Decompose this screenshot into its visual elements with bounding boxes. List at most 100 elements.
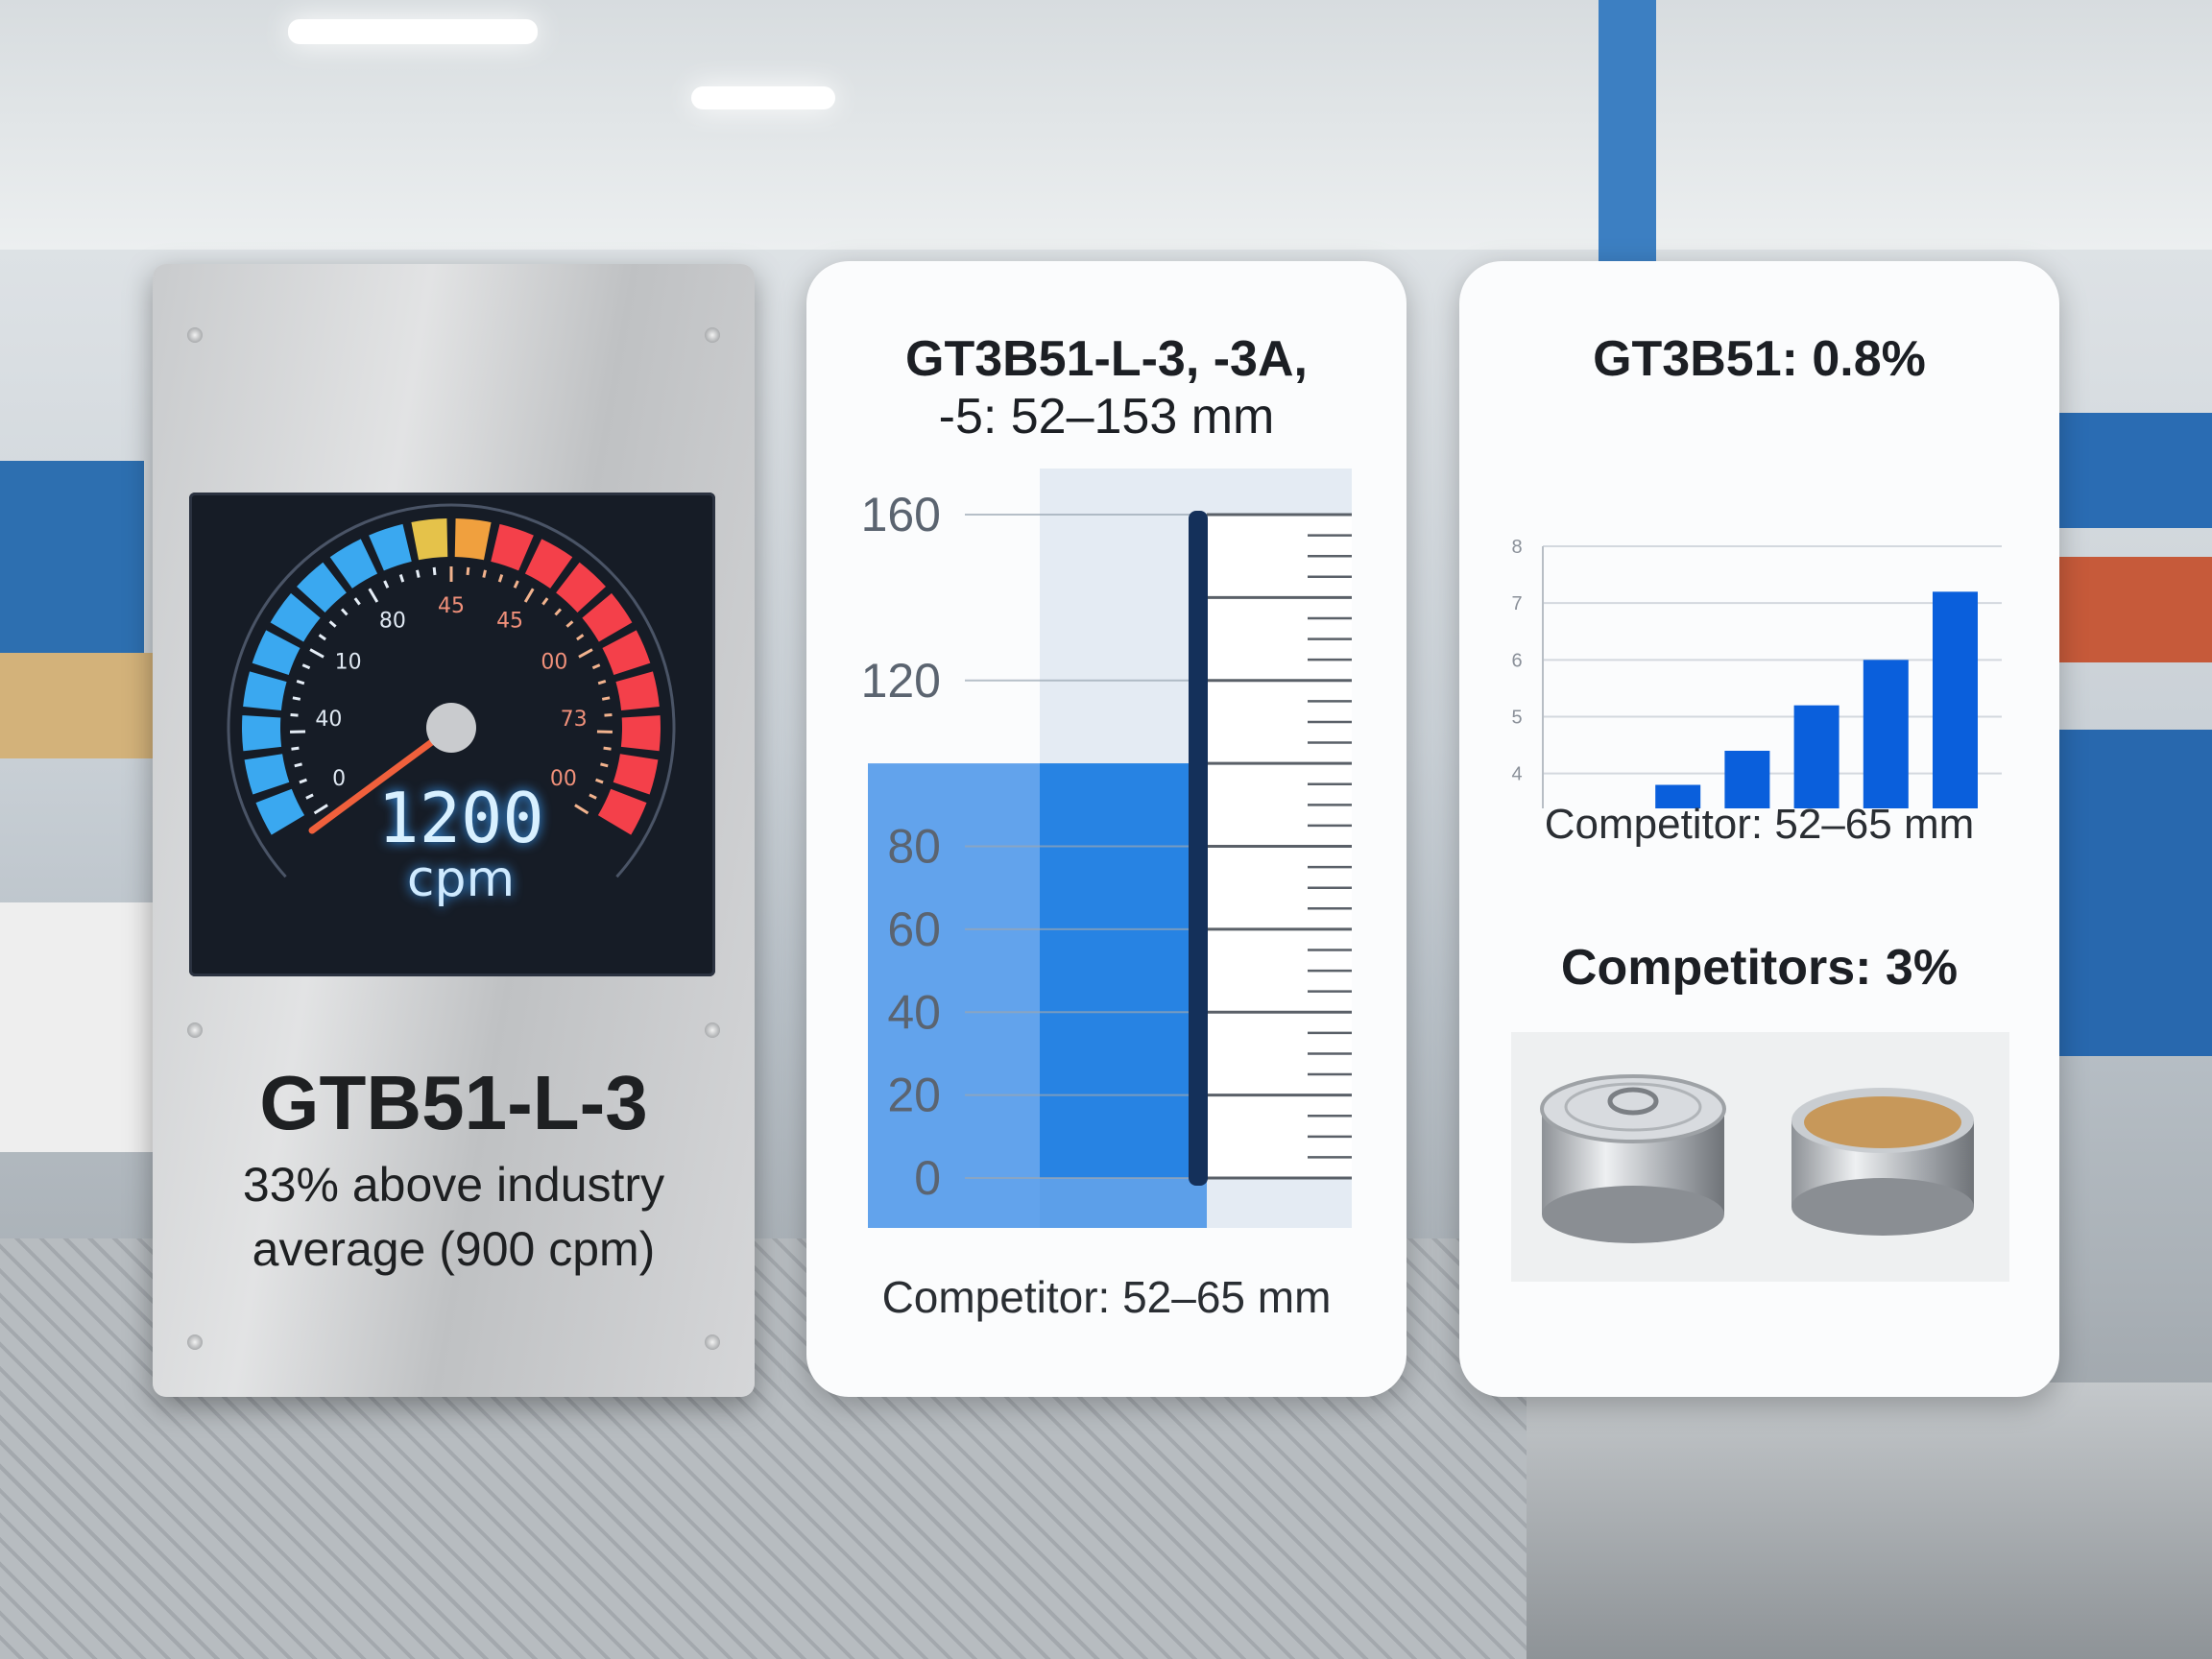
screw-icon	[187, 1334, 203, 1350]
blue-pillar	[1599, 0, 1656, 269]
screw-icon	[187, 327, 203, 343]
gauge-tick	[574, 804, 589, 815]
bar	[1655, 784, 1701, 808]
gauge-segment	[491, 523, 534, 571]
gauge-tick	[554, 608, 563, 616]
gauge-scale-label: 45	[496, 610, 523, 634]
gauge-segment	[270, 592, 321, 642]
cans-illustration	[1540, 1074, 1974, 1243]
screw-icon	[187, 1022, 203, 1038]
shelf-right-2	[2059, 730, 2212, 1056]
gauge-segment	[411, 518, 448, 561]
speed-panel: 0 40 10 80 45 45 00 73 00 1200 cpm GTB51-L-3 33%…	[153, 264, 755, 1397]
gauge-rim	[227, 503, 676, 878]
gauge-tick	[497, 574, 504, 583]
screw-icon	[705, 327, 720, 343]
gauge-tick	[301, 663, 311, 670]
speed-gauge: 0 40 10 80 45 45 00 73 00 1200 cpm	[227, 503, 676, 908]
gauge-segment	[242, 715, 282, 752]
shelf-left	[0, 461, 144, 653]
y-tick-label: 160	[861, 488, 941, 541]
gauge-scale-label: 00	[541, 650, 567, 674]
gauge-scale-label: 00	[550, 767, 577, 791]
gauge-screen: 0 40 10 80 45 45 00 73 00 1200 cpm	[189, 493, 715, 976]
gauge-scale-label: 10	[335, 650, 362, 674]
y-tick-label: 80	[887, 820, 941, 874]
gauge-segment	[582, 592, 633, 642]
gauge-scale-label: 73	[561, 708, 588, 732]
gauge-tick	[576, 634, 585, 641]
conveyor	[1527, 1382, 2212, 1659]
gauge-segment	[454, 518, 492, 561]
gauge-needle	[308, 724, 455, 834]
y-tick-label: 6	[1511, 650, 1522, 671]
gauge-tick	[513, 580, 519, 589]
bar	[1793, 705, 1839, 808]
gauge-tick	[601, 696, 611, 701]
gauge-scale-label: 80	[379, 610, 406, 634]
gauge-tick	[591, 663, 601, 670]
gauge-indicator-bar	[1189, 511, 1208, 1186]
range-card: GT3B51-L-3, -3A, -5: 52–153 mm 0 20 40 60 80…	[806, 261, 1407, 1397]
gauge-tick	[291, 746, 300, 751]
y-tick-label: 20	[887, 1069, 941, 1122]
gauge-segment	[620, 715, 661, 752]
gauge-tick	[466, 566, 470, 576]
ceiling-light	[691, 86, 835, 109]
gauge-tick	[294, 762, 302, 768]
bar	[1933, 591, 1978, 808]
bar	[1724, 751, 1770, 808]
buckets-white	[0, 902, 154, 1152]
fill-bar-core	[1040, 763, 1207, 1178]
range-title-line2: -5: 52–153 mm	[938, 389, 1275, 445]
range-title-line1: GT3B51-L-3, -3A,	[905, 331, 1308, 387]
gauge-value: 1200	[377, 778, 543, 858]
open-can-icon	[1791, 1088, 1974, 1236]
sealed-can-icon	[1540, 1074, 1726, 1243]
gauge-tick	[305, 793, 314, 800]
gauge-tick	[398, 574, 405, 583]
gauge-tick	[416, 569, 421, 578]
gauge-tick	[290, 713, 299, 717]
cans-image	[1511, 1032, 2009, 1282]
gauge-segment	[524, 539, 573, 589]
gauge-tick	[340, 608, 349, 616]
y-tick-label: 0	[914, 1151, 941, 1205]
defect-card: GT3B51: 0.8% 0245678 Competitor: 52–65 m…	[1459, 261, 2059, 1397]
gauge-tick	[600, 762, 609, 768]
buckets-left	[0, 653, 154, 758]
gauge-tick	[353, 597, 361, 606]
gauge-segment	[297, 562, 347, 613]
gauge-scale-label: 45	[438, 594, 465, 618]
defect-bar-chart: 0245678	[1511, 537, 2002, 808]
competitors-rate: Competitors: 3%	[1560, 940, 1959, 996]
crates-right	[2059, 557, 2212, 662]
gauge-scale-label: 40	[315, 708, 342, 732]
gauge-tick	[313, 804, 328, 815]
gauge-segment	[602, 630, 651, 675]
gauge-tick	[299, 778, 307, 784]
gauge-segment	[613, 754, 659, 795]
gauge-tick	[432, 566, 437, 576]
gauge-tick	[604, 713, 613, 717]
gauge-tick	[565, 620, 574, 628]
gauge-segment	[244, 754, 290, 795]
gauge-tick	[578, 648, 593, 659]
gauge-segment	[615, 671, 660, 711]
bar-chart-caption: Competitor: 52–65 mm	[1544, 801, 1975, 848]
gauge-tick	[482, 569, 487, 578]
gauge-scale-label: 0	[332, 767, 346, 791]
range-caption: Competitor: 52–65 mm	[881, 1272, 1332, 1322]
screw-icon	[705, 1022, 720, 1038]
gauge-tick	[318, 634, 326, 641]
gauge-tick	[328, 620, 337, 628]
gauge-tick	[296, 680, 305, 685]
gauge-tick	[595, 778, 604, 784]
gauge-segment	[369, 523, 412, 571]
model-name: GTB51-L-3	[259, 1060, 648, 1145]
gauge-tick	[292, 696, 301, 701]
screw-icon	[705, 1334, 720, 1350]
range-gauge-chart: 0 20 40 60 80 120 160	[861, 469, 1352, 1228]
gauge-unit: cpm	[407, 851, 515, 908]
gauge-tick	[541, 597, 549, 606]
